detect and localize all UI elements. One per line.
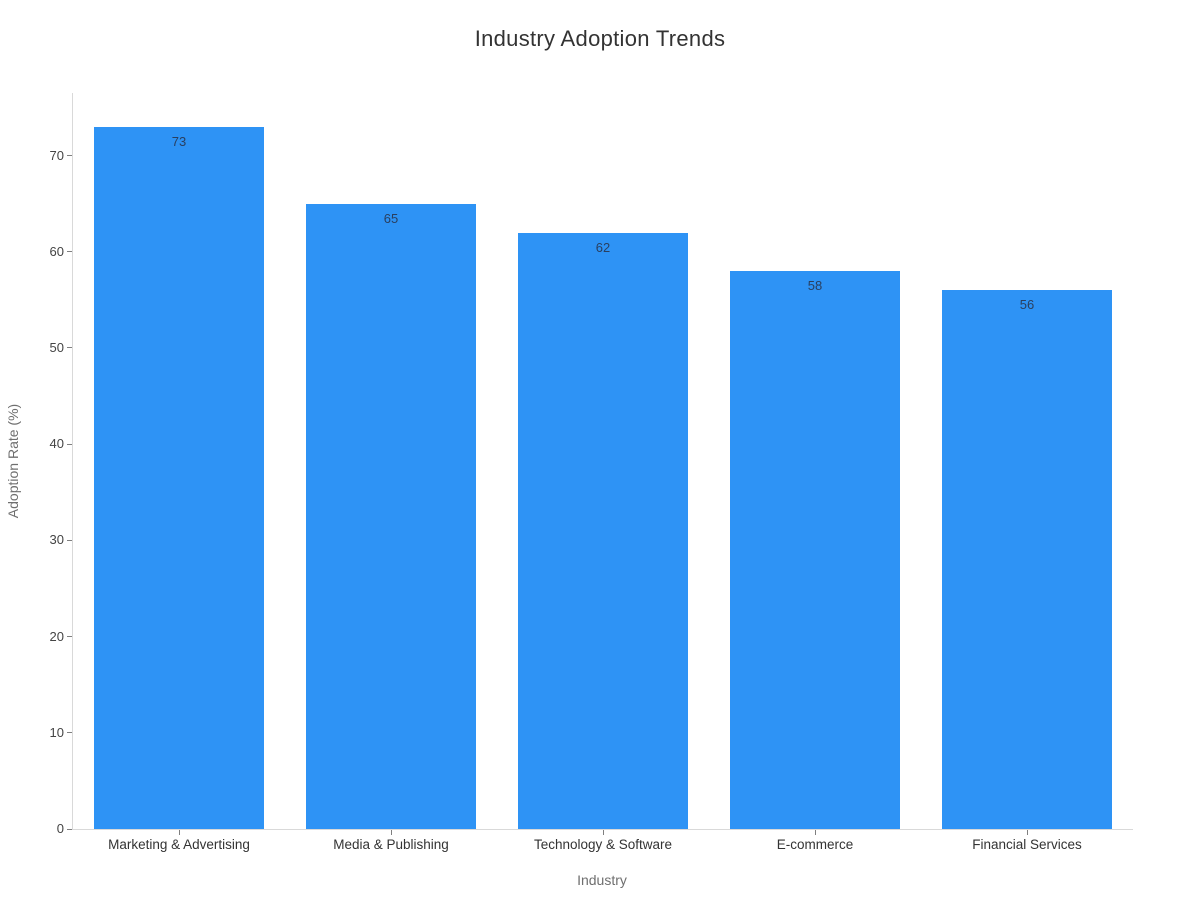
- y-axis-title: Adoption Rate (%): [5, 403, 21, 519]
- x-tick-mark: [178, 830, 180, 835]
- x-tick-label: E-commerce: [776, 837, 854, 852]
- y-tick-mark: [67, 251, 72, 253]
- y-tick-mark: [67, 636, 72, 638]
- x-tick-mark: [1026, 830, 1028, 835]
- bar[interactable]: 58: [730, 271, 900, 829]
- x-tick-label: Technology & Software: [533, 837, 673, 852]
- x-tick-mark: [814, 830, 816, 835]
- bar[interactable]: 65: [306, 203, 476, 829]
- x-tick-label: Financial Services: [972, 837, 1082, 852]
- y-tick-mark: [67, 828, 72, 830]
- y-tick-mark: [67, 347, 72, 349]
- plot-area: 0 10 20 30 40 50 60 70 73 Marketing & Advertising…: [50, 93, 1133, 852]
- x-tick-label: Media & Publishing: [333, 837, 449, 852]
- bar[interactable]: 56: [942, 290, 1112, 829]
- bar-value-label: 73: [171, 133, 187, 149]
- y-tick-label: 50: [49, 339, 64, 355]
- y-tick-label: 30: [49, 532, 64, 548]
- y-tick-mark: [67, 539, 72, 541]
- y-tick-label: 10: [49, 724, 64, 740]
- x-tick-mark: [602, 830, 604, 835]
- bar-value-label: 56: [1019, 297, 1035, 313]
- y-tick-label: 20: [49, 628, 64, 644]
- chart-title: Industry Adoption Trends: [474, 26, 726, 51]
- y-tick-label: 60: [49, 243, 64, 259]
- y-tick-mark: [67, 155, 72, 157]
- x-axis-title: Industry: [577, 872, 627, 888]
- y-tick-mark: [67, 732, 72, 734]
- y-tick-mark: [67, 443, 72, 445]
- x-tick-label: Marketing & Advertising: [108, 837, 250, 852]
- bar[interactable]: 62: [518, 232, 688, 829]
- bar-value-label: 65: [383, 210, 399, 226]
- y-tick-label: 0: [56, 821, 64, 836]
- bar[interactable]: 73: [94, 126, 264, 829]
- y-tick-label: 40: [49, 436, 64, 452]
- bar-value-label: 58: [807, 278, 823, 293]
- bar-value-label: 62: [595, 239, 611, 255]
- y-tick-label: 70: [49, 147, 64, 163]
- x-tick-mark: [390, 830, 392, 835]
